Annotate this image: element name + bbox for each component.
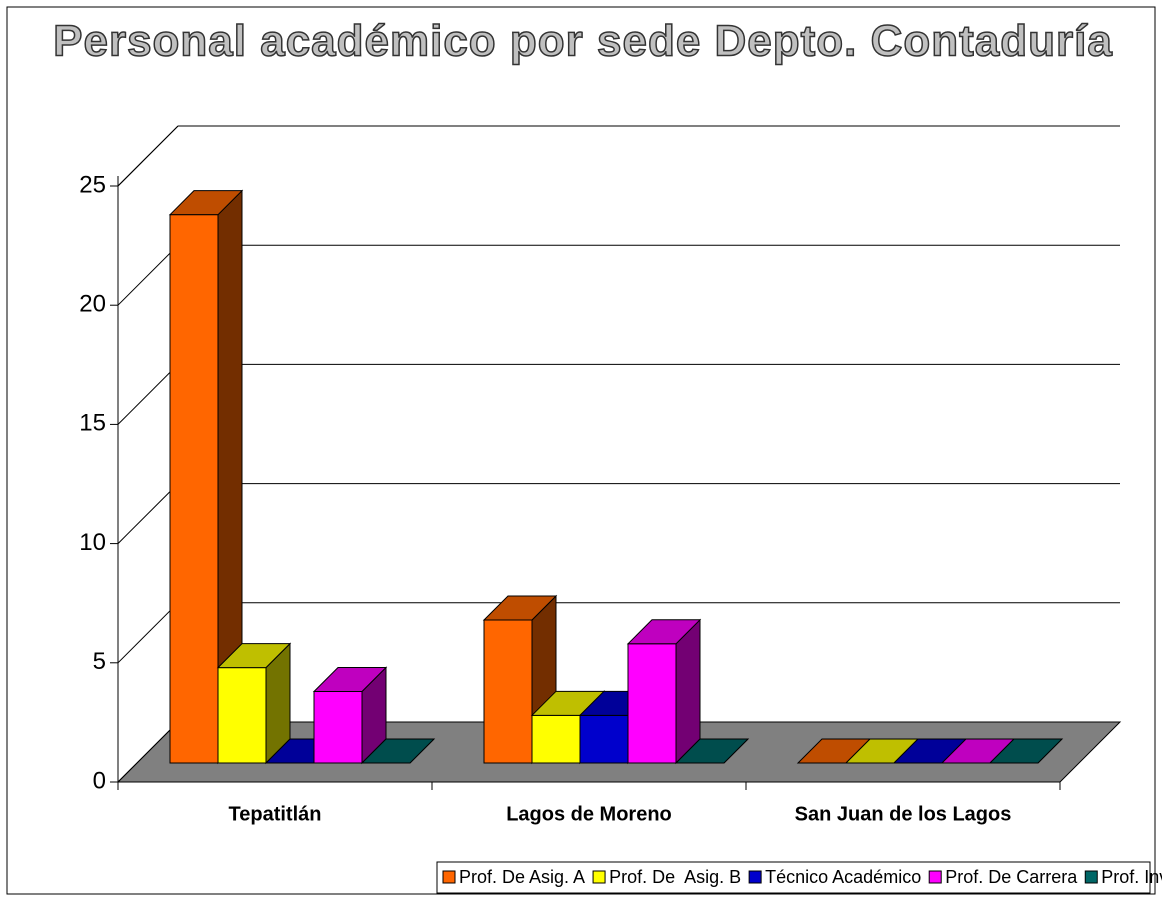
x-tick-label: San Juan de los Lagos: [795, 803, 1012, 825]
x-tick-label: Lagos de Moreno: [506, 803, 672, 825]
grid-line: [117, 483, 179, 544]
chart-title: Personal académico por sede Depto. Conta…: [53, 17, 1113, 66]
bar: [360, 738, 436, 764]
bar-top: [360, 738, 436, 764]
bar: [168, 189, 244, 765]
grid-line: [117, 602, 179, 664]
bar-front: [483, 619, 533, 764]
bar: [626, 618, 702, 765]
bar-front: [579, 714, 629, 764]
bar-top: [482, 595, 558, 621]
bar-side: [675, 618, 701, 765]
bar-top: [988, 738, 1064, 764]
bar: [674, 738, 750, 764]
bar-front: [313, 690, 363, 764]
y-tick-label: 0: [93, 767, 106, 794]
legend-label: Técnico Académico: [765, 867, 921, 887]
grid-line: [117, 244, 179, 306]
bar-top: [312, 666, 388, 692]
legend-label: Prof. De Asig. A: [459, 867, 585, 887]
bar: [312, 666, 388, 765]
legend-swatch: [1084, 870, 1098, 884]
bar: [988, 738, 1064, 764]
y-tick-label: 20: [79, 291, 106, 318]
grid-line: [117, 364, 179, 425]
legend-label: Prof. Investigadores: [1101, 867, 1162, 887]
y-tick-label: 5: [93, 648, 106, 675]
legend-swatch: [748, 870, 762, 884]
legend-label: Prof. De Asig. B: [609, 867, 741, 887]
grid-line: [117, 125, 179, 187]
bar-front: [531, 714, 581, 764]
legend-label: Prof. De Carrera: [945, 867, 1078, 887]
legend-box: [436, 861, 1151, 894]
y-tick-label: 25: [79, 171, 106, 198]
legend-swatch: [592, 870, 606, 884]
bar-top: [626, 619, 702, 645]
y-tick-label: 15: [79, 410, 106, 437]
legend-swatch: [442, 870, 456, 884]
bar-top: [674, 738, 750, 764]
bar-front: [217, 667, 267, 764]
side-wall-edge: [117, 721, 179, 783]
bar-top: [216, 643, 292, 669]
legend-swatch: [928, 870, 942, 884]
bar-top: [168, 190, 244, 216]
bar-front: [169, 214, 219, 764]
x-tick-label: Tepatitlán: [229, 803, 322, 825]
bar-front: [627, 643, 677, 764]
legend: Prof. De Asig. A Prof. De Asig. B Técnico …: [436, 861, 1162, 894]
y-tick-label: 10: [79, 529, 106, 556]
bar: [216, 642, 292, 765]
